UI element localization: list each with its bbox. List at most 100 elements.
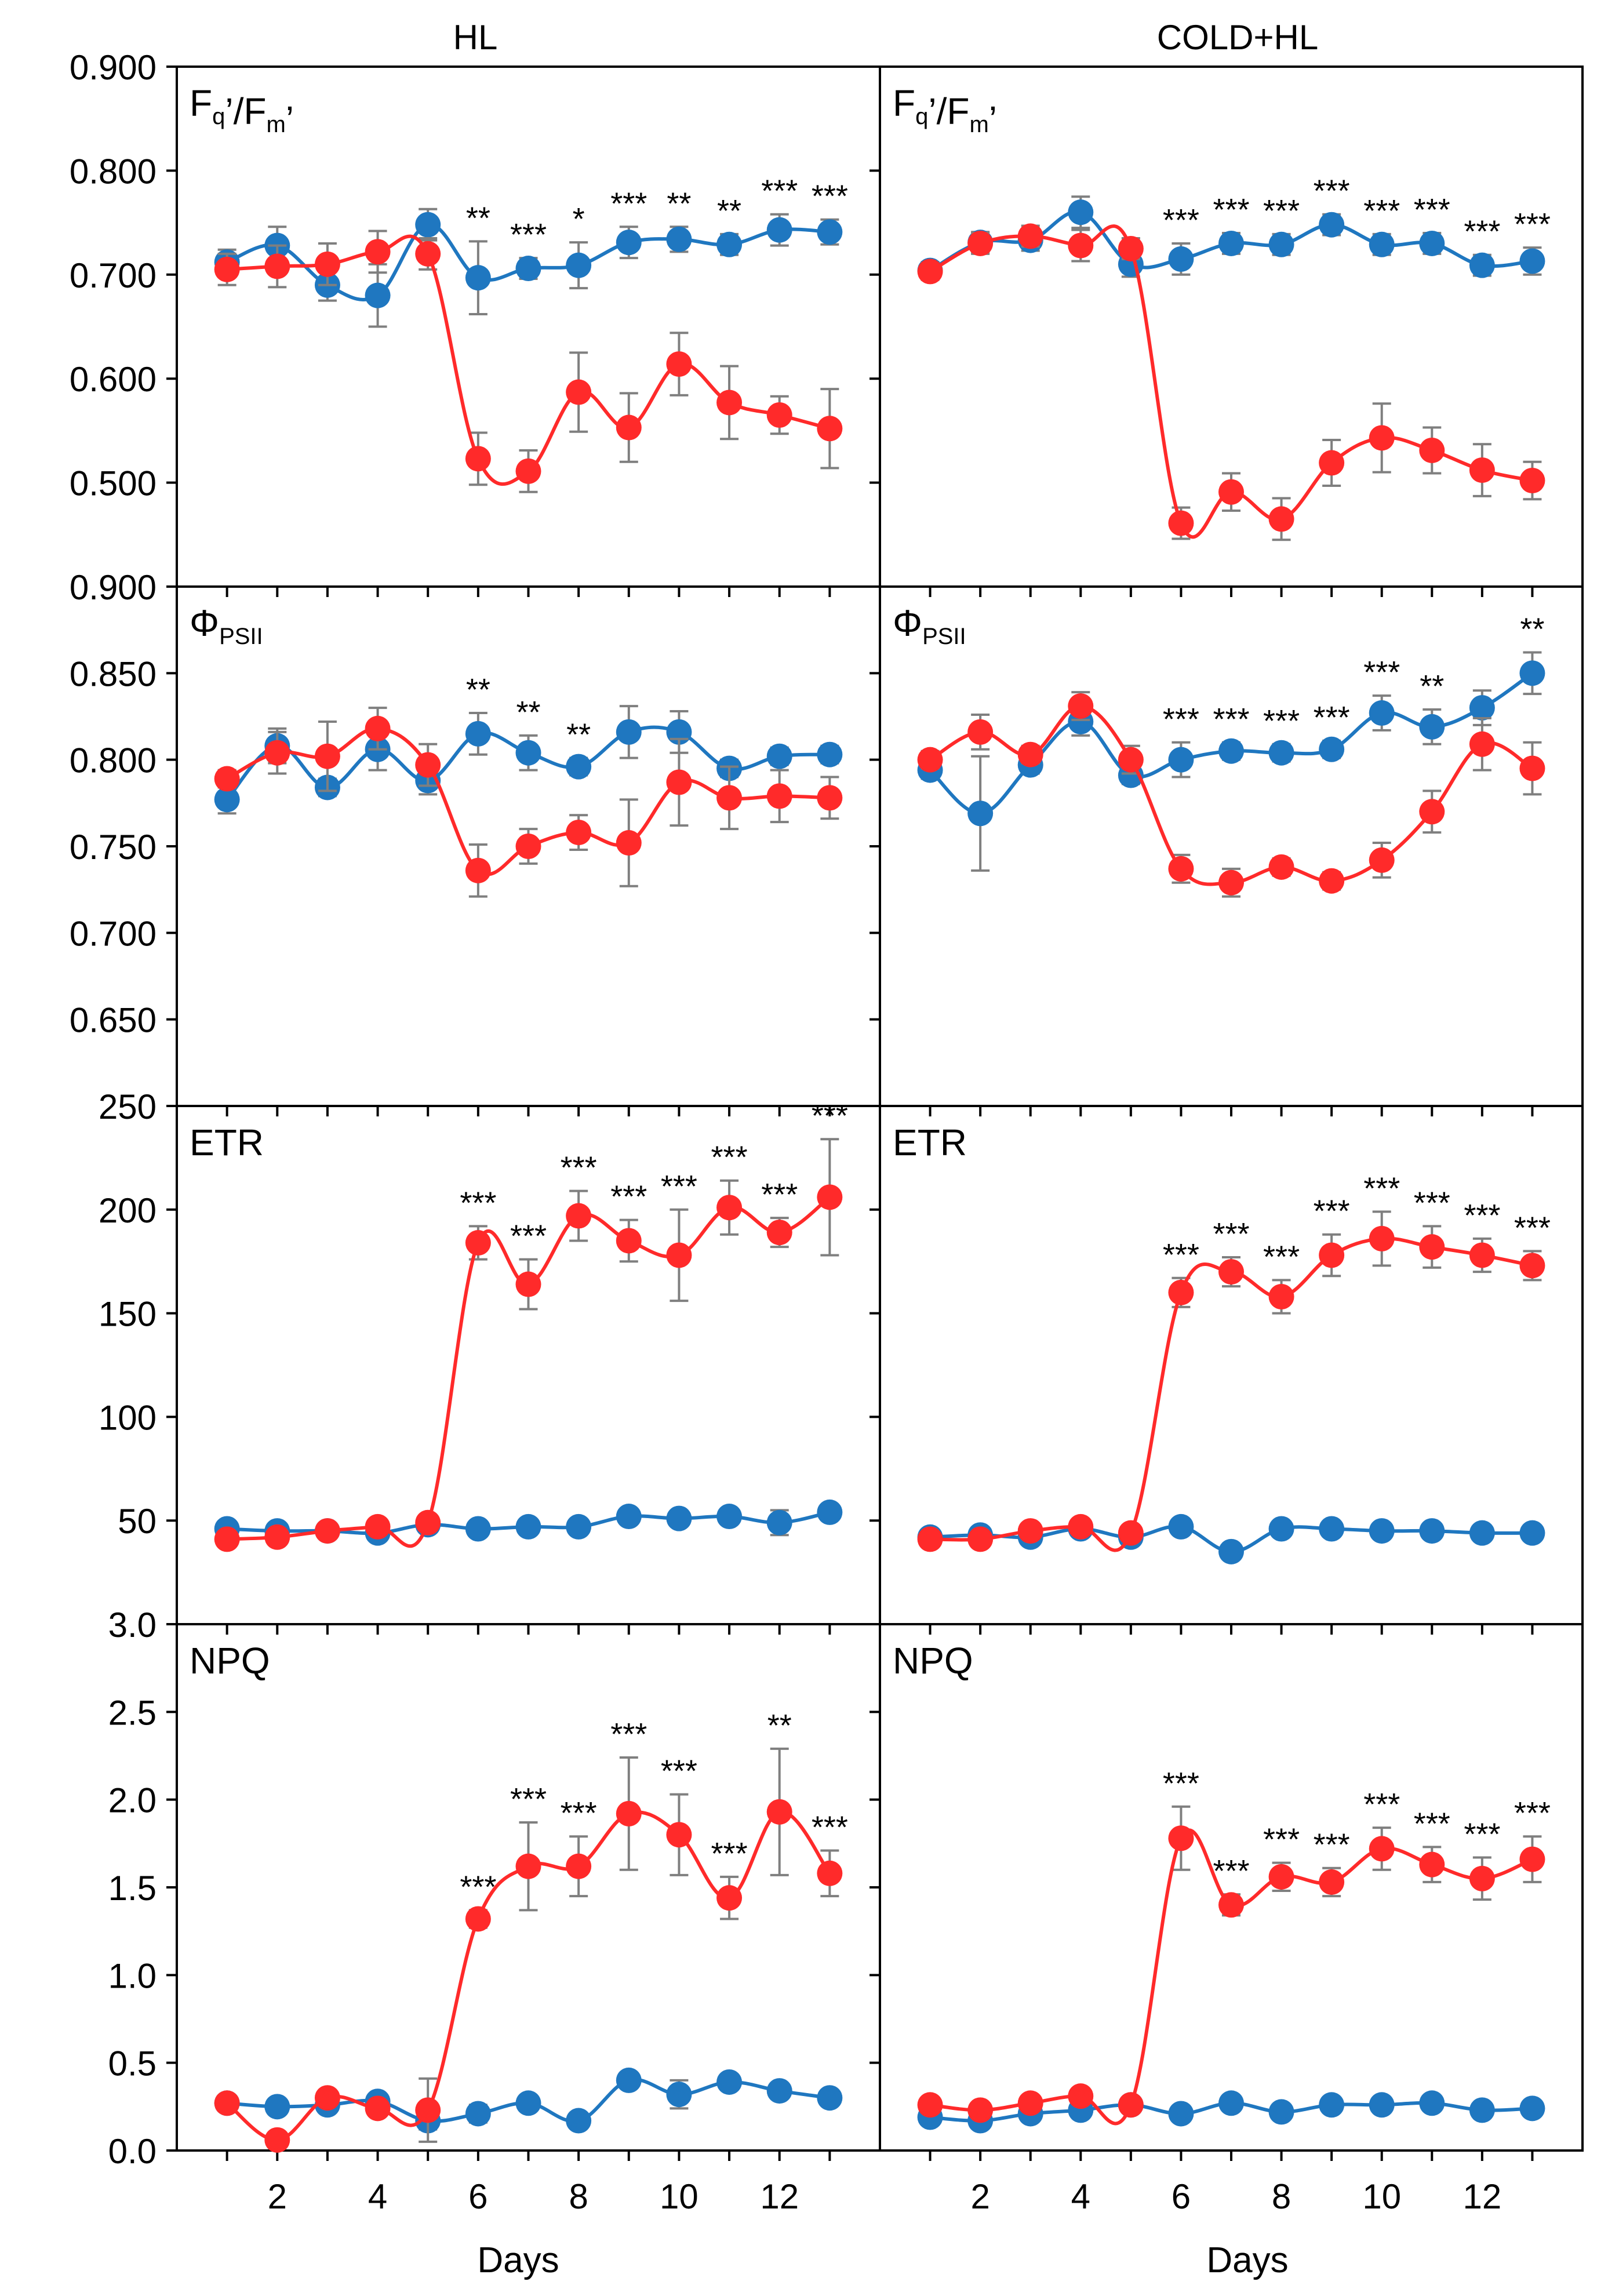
significance-label: ***: [761, 1177, 798, 1212]
y-tick-label: 0.800: [70, 152, 157, 191]
data-point: [214, 2090, 240, 2116]
data-point: [566, 252, 592, 278]
y-tick-label: 0.850: [70, 654, 157, 693]
data-point: [1168, 856, 1194, 882]
y-tick-label: 100: [99, 1398, 157, 1437]
data-point: [616, 830, 642, 856]
significance-label: ***: [1363, 194, 1400, 228]
data-point: [766, 402, 792, 428]
data-point: [365, 2095, 391, 2122]
data-point: [1168, 510, 1194, 536]
panel-r0-c1: Fq’/Fm’ *** *** *** *** *** *** *** ***: [870, 66, 1584, 597]
data-point: [1419, 2090, 1445, 2116]
data-point: [465, 1906, 491, 1932]
significance-label: ***: [812, 1810, 848, 1844]
data-point: [214, 787, 240, 813]
data-point: [365, 239, 391, 265]
significance-label: ***: [1263, 704, 1300, 738]
significance-label: ***: [1464, 214, 1500, 249]
x-tick-label: 2: [268, 2177, 287, 2216]
y-tick-label: 0.700: [70, 914, 157, 953]
data-point: [1319, 868, 1345, 894]
significance-label: ***: [1314, 174, 1350, 209]
data-point: [314, 1518, 340, 1544]
data-point: [515, 1853, 541, 1879]
data-point: [1319, 736, 1345, 762]
data-point: [365, 1513, 391, 1540]
data-point: [1419, 437, 1445, 463]
significance-label: ***: [1263, 1239, 1300, 1274]
data-point: [1519, 660, 1545, 686]
data-point: [264, 2127, 290, 2153]
data-point: [666, 351, 692, 377]
data-point: [817, 2085, 843, 2111]
data-point: [1469, 1520, 1495, 1546]
data-point: [314, 2085, 340, 2111]
x-tick-label: 10: [660, 2177, 699, 2216]
data-point: [566, 1203, 592, 1229]
data-point: [1319, 212, 1345, 238]
y-tick-label: 3.0: [108, 1606, 157, 1644]
data-point: [1369, 1225, 1395, 1251]
panel-label: ΦPSII: [190, 602, 263, 649]
y-tick-label: 150: [99, 1295, 157, 1334]
panel-r3-c1: 2 4 6 8 10 12 NPQ *** *** *** *** *** *** *** ***: [870, 1623, 1584, 2216]
significance-label: **: [466, 201, 490, 235]
panel-frame: [879, 585, 1584, 1107]
data-point: [415, 241, 441, 267]
data-point: [1369, 2092, 1395, 2118]
data-point: [1268, 1283, 1294, 1309]
significance-label: **: [667, 186, 691, 221]
data-point: [666, 1822, 692, 1848]
data-point: [1218, 2090, 1244, 2116]
data-point: [566, 1853, 592, 1879]
data-point: [1419, 799, 1445, 825]
data-point: [1118, 1520, 1144, 1546]
data-point: [1017, 741, 1043, 767]
data-point: [817, 741, 843, 767]
significance-label: **: [1520, 612, 1544, 646]
data-point: [1068, 693, 1094, 719]
data-point: [1068, 199, 1094, 225]
data-point: [1068, 232, 1094, 259]
data-point: [1519, 755, 1545, 781]
data-point: [1369, 1518, 1395, 1544]
data-point: [616, 230, 642, 256]
data-point: [214, 256, 240, 282]
significance-label: ***: [1363, 1787, 1400, 1822]
data-point: [817, 219, 843, 245]
significance-label: *: [573, 202, 585, 236]
data-point: [264, 253, 290, 279]
data-point: [766, 783, 792, 809]
data-point: [967, 800, 994, 827]
data-point: [1168, 747, 1194, 773]
data-point: [515, 740, 541, 766]
series-treatment: [917, 691, 1545, 898]
significance-label: ***: [561, 1151, 597, 1185]
data-point: [566, 820, 592, 846]
significance-label: ***: [1213, 192, 1249, 227]
significance-label: ***: [610, 1180, 647, 1214]
data-point: [917, 259, 943, 285]
data-point: [666, 1242, 692, 1268]
data-point: [415, 212, 441, 238]
data-point: [1118, 2092, 1144, 2118]
data-point: [1268, 1516, 1294, 1542]
y-tick-label: 0.650: [70, 1001, 157, 1040]
data-point: [917, 747, 943, 773]
significance-label: ***: [1213, 702, 1249, 737]
data-point: [365, 282, 391, 308]
data-point: [766, 1509, 792, 1535]
data-point: [1218, 869, 1244, 896]
data-point: [716, 2069, 743, 2095]
series-treatment: [214, 1138, 843, 1552]
data-point: [465, 446, 491, 472]
data-point: [817, 416, 843, 442]
significance-label: ***: [1263, 1822, 1300, 1857]
data-point: [716, 390, 743, 416]
data-point: [1118, 235, 1144, 261]
significance-label: **: [466, 672, 490, 707]
data-point: [967, 1526, 994, 1552]
significance-label: ***: [1314, 1828, 1350, 1862]
